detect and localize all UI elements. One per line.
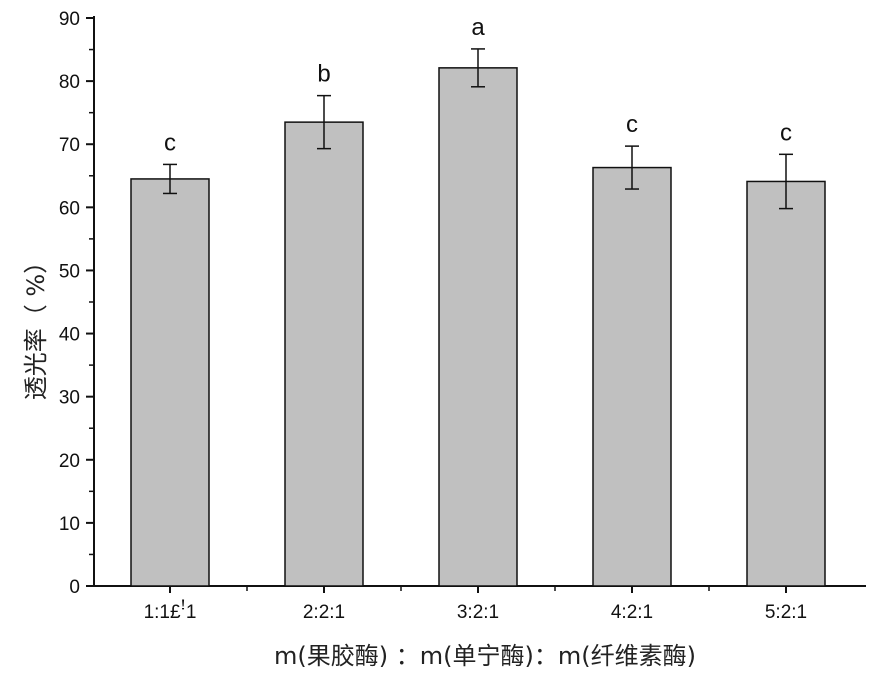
x-tick-label: 4:2:1 xyxy=(611,602,653,623)
x-tick-label: 1:1£ꜝ1 xyxy=(144,599,197,623)
bar xyxy=(284,121,364,587)
significance-label: a xyxy=(471,14,485,41)
axes: 0 10 20 30 40 50 60 70 80 90 1:1£ꜝ1 2:2:1 3:2:1 4:2:1… xyxy=(59,9,866,623)
bar xyxy=(746,180,826,587)
significance-label: b xyxy=(317,61,330,88)
x-axis-title: m(果胶酶) ：m(单宁酶)：m(纤维素酶) xyxy=(274,642,696,670)
y-tick-label: 60 xyxy=(59,198,80,219)
y-axis-title: 透光率（ %） xyxy=(22,250,50,400)
y-tick-label: 80 xyxy=(59,72,80,93)
significance-label: c xyxy=(164,129,176,156)
y-tick-label: 0 xyxy=(69,577,80,598)
significance-label: c xyxy=(626,111,638,138)
significance-label: c xyxy=(780,119,792,146)
y-tick-label: 70 xyxy=(59,135,80,156)
y-tick-label: 20 xyxy=(59,451,80,472)
y-tick-label: 50 xyxy=(59,261,80,282)
bars: c b a c c xyxy=(130,14,826,587)
y-tick-label: 40 xyxy=(59,325,80,346)
y-tick-label: 90 xyxy=(59,9,80,30)
bar xyxy=(592,166,672,587)
bar xyxy=(438,67,518,587)
bar xyxy=(130,178,210,587)
y-tick-label: 30 xyxy=(59,388,80,409)
x-tick-label: 2:2:1 xyxy=(303,602,345,623)
y-tick-label: 10 xyxy=(59,514,80,535)
x-tick-label: 5:2:1 xyxy=(765,602,807,623)
x-tick-label: 3:2:1 xyxy=(457,602,499,623)
